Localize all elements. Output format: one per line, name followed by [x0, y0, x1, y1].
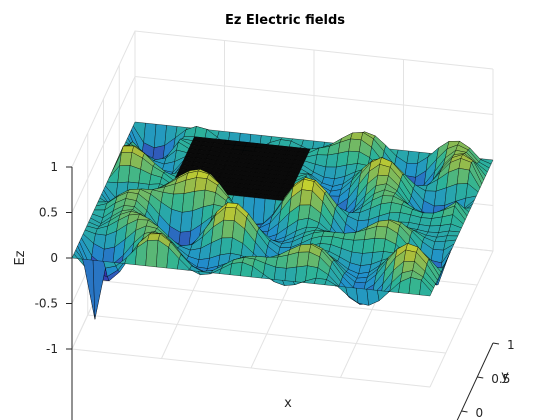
y-tick-mark — [492, 342, 500, 345]
surface-patch — [229, 262, 243, 277]
surface-patch — [323, 166, 337, 180]
y-tick-mark — [461, 410, 468, 413]
surface-patch — [432, 240, 446, 251]
z-axis-label: Ez — [13, 250, 28, 265]
surface-patch — [298, 244, 312, 253]
surface-patch — [275, 254, 289, 269]
surface-patch — [366, 289, 380, 306]
y-tick-label: 0 — [476, 406, 484, 420]
surface-patch — [196, 258, 210, 269]
surface-patch — [82, 258, 96, 320]
y-tick-mark — [477, 376, 484, 379]
surface-patch — [223, 207, 237, 221]
surface-patch — [301, 179, 315, 192]
surface-patch — [171, 193, 185, 213]
y-ticks: -1-0.500.51 — [461, 338, 515, 420]
surface-patch — [320, 235, 333, 245]
surface-patch — [350, 132, 364, 140]
z-tick-label: 0 — [50, 251, 58, 265]
z-tick-label: -1 — [46, 342, 58, 356]
surface-patch — [447, 230, 460, 237]
chart-title: Ez Electric fields — [225, 13, 345, 28]
y-tick-label: 1 — [507, 338, 515, 352]
surface-patch — [221, 219, 235, 239]
surface-patch — [194, 126, 208, 139]
surface-patch — [252, 197, 266, 225]
surface-patch — [377, 290, 391, 302]
surface-layer — [71, 121, 494, 320]
y-axis-label: y — [501, 369, 509, 384]
surface-patch — [419, 279, 433, 297]
surface-patch — [354, 277, 368, 284]
surface-patch — [121, 145, 135, 153]
surface-patch — [408, 277, 422, 296]
y-tick-label: 0.5 — [491, 372, 510, 386]
surface-patch — [147, 233, 161, 241]
surface-patch — [321, 231, 335, 237]
z-tick-label: 1 — [50, 160, 58, 174]
z-tick-label: -0.5 — [35, 297, 58, 311]
surface-patch — [348, 138, 362, 152]
surface-patch — [427, 225, 441, 233]
y-gridline — [103, 99, 462, 320]
surface-patch — [406, 150, 420, 164]
surface-patch — [351, 239, 365, 254]
surface-patch — [374, 226, 388, 240]
surface-patch — [299, 189, 313, 206]
surface-patch — [117, 165, 131, 184]
surface-patch — [404, 163, 418, 178]
surface-patch — [180, 210, 193, 233]
surface-patch — [92, 260, 106, 320]
surface-patch — [325, 153, 339, 168]
surface-patch — [119, 152, 133, 166]
surface-patch — [225, 202, 239, 209]
surface-patch — [456, 168, 470, 185]
x-axis-label: x — [284, 396, 292, 411]
y-gridline — [87, 133, 446, 354]
z-tick-label: 0.5 — [39, 206, 58, 220]
y-axis-line — [456, 342, 494, 420]
surface-patch — [313, 277, 327, 286]
surface-patch — [145, 240, 159, 268]
z-ticks: -1 -0.5 0 0.5 1 — [35, 160, 73, 356]
